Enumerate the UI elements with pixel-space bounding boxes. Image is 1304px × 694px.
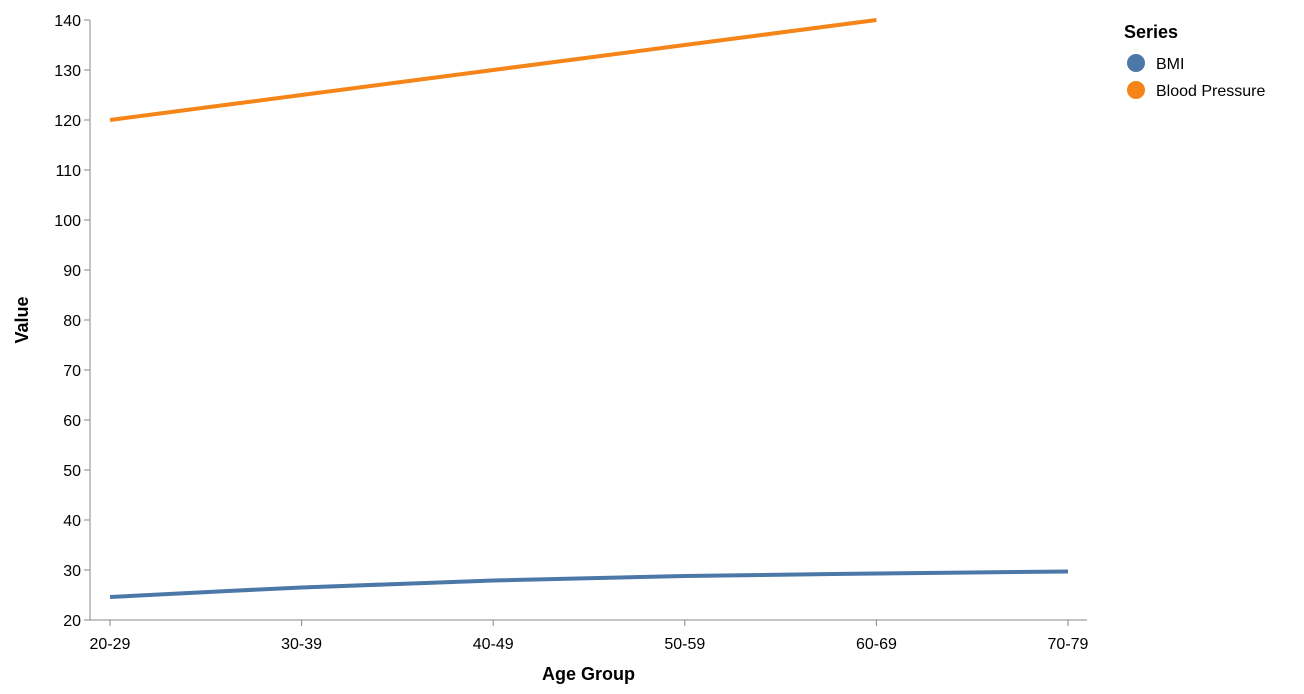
y-tick-label: 140 <box>54 13 81 30</box>
plot-area: 20 30 40 50 60 70 80 90 100 110 120 130 140 20-29 30-… <box>54 13 1088 653</box>
legend: Series BMI Blood Pressure <box>1124 22 1265 100</box>
y-tick-label: 20 <box>63 613 81 630</box>
y-tick-label: 100 <box>54 213 81 230</box>
y-tick-label: 110 <box>55 163 81 180</box>
series-line-blood-pressure <box>109 18 877 122</box>
y-tick-label: 30 <box>63 563 81 580</box>
x-tick-label: 50-59 <box>664 636 705 653</box>
x-tick-label: 40-49 <box>473 636 514 653</box>
legend-title: Series <box>1124 22 1178 42</box>
x-axis: 20-29 30-39 40-49 50-59 60-69 70-79 <box>90 619 1089 653</box>
x-tick-label: 30-39 <box>281 636 322 653</box>
y-tick-label: 70 <box>63 363 81 380</box>
x-axis-title: Age Group <box>542 664 635 684</box>
legend-items: BMI Blood Pressure <box>1127 54 1265 100</box>
y-axis-title: Value <box>12 296 32 343</box>
legend-label-bmi: BMI <box>1156 56 1184 73</box>
y-tick-label: 40 <box>63 513 81 530</box>
series-line-bmi <box>109 569 1069 599</box>
y-tick-label: 50 <box>63 463 81 480</box>
x-tick-label: 20-29 <box>90 636 131 653</box>
x-tick-label: 60-69 <box>856 636 897 653</box>
legend-swatch-bmi <box>1127 54 1145 72</box>
y-tick-label: 120 <box>54 113 81 130</box>
y-tick-label: 80 <box>63 313 81 330</box>
y-axis: 20 30 40 50 60 70 80 90 100 110 120 130 140 <box>54 13 91 630</box>
legend-swatch-blood-pressure <box>1127 81 1145 99</box>
y-tick-label: 60 <box>63 413 81 430</box>
series-lines <box>109 18 1069 599</box>
y-tick-label: 90 <box>63 263 81 280</box>
y-tick-label: 130 <box>54 63 81 80</box>
x-tick-label: 70-79 <box>1048 636 1089 653</box>
legend-label-blood-pressure: Blood Pressure <box>1156 83 1265 100</box>
